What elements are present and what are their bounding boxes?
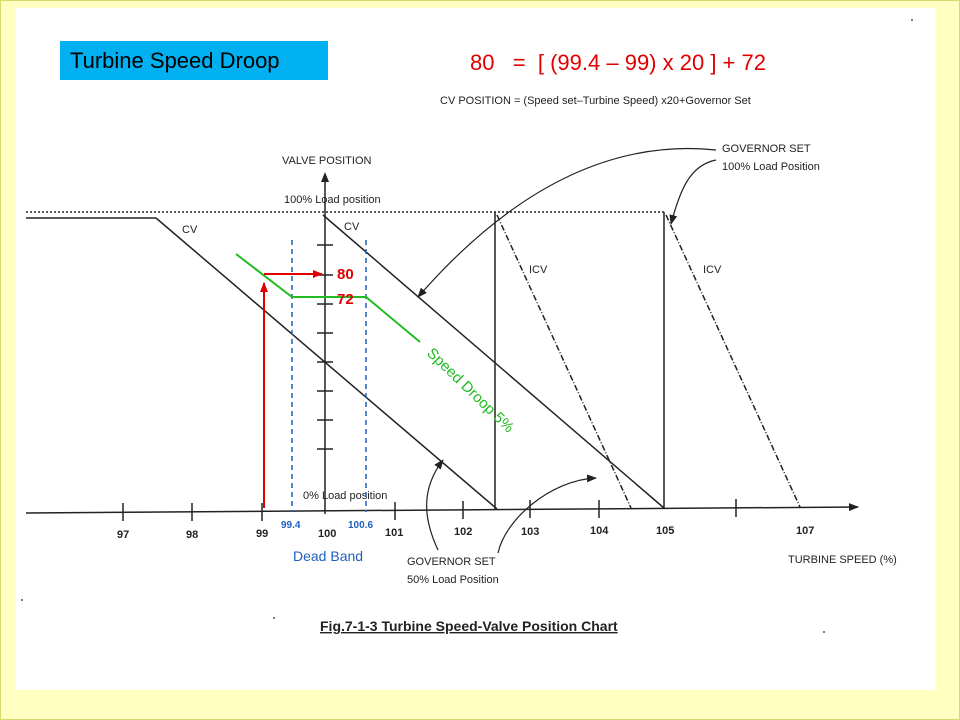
gov-50-pointer-right: [497, 474, 597, 554]
droop-formula: 80 = [ (99.4 – 99) x 20 ] + 72: [470, 50, 766, 75]
x-tick-99: 99: [256, 528, 268, 540]
x-tick-102: 102: [454, 526, 472, 538]
gov-set-100-subtitle: 100% Load Position: [722, 161, 820, 173]
x-tick-107: 107: [796, 525, 814, 537]
icv-left-label: ICV: [529, 264, 548, 276]
gov-set-50-title: GOVERNOR SET: [407, 556, 496, 568]
deadband-label: Dead Band: [293, 548, 363, 564]
value-80-label: 80: [337, 266, 354, 283]
x-tick-100: 100: [318, 528, 336, 540]
icv-left-line: [496, 214, 632, 509]
y-axis-title: VALVE POSITION: [282, 155, 372, 167]
cv-left-label: CV: [182, 224, 198, 236]
slide-title: Turbine Speed Droop: [60, 41, 328, 80]
icv-right-label: ICV: [703, 264, 722, 276]
y-axis-arrow: [321, 172, 329, 182]
x-axis-ticks: [122, 499, 737, 521]
x-axis: [25, 503, 859, 514]
speed-droop-label: Speed Droop 5%: [423, 345, 517, 437]
cv-right-line: [322, 214, 665, 509]
x-tick-103: 103: [521, 526, 539, 538]
cv-right-label: CV: [344, 221, 360, 233]
load-0-label: 0% Load position: [303, 490, 387, 502]
x-axis-title: TURBINE SPEED (%): [788, 554, 897, 566]
x-tick-101: 101: [385, 527, 403, 539]
value-72-label: 72: [337, 291, 354, 308]
speed-droop-line: [235, 253, 421, 343]
x-tick-97: 97: [117, 529, 129, 541]
gov-set-100-title: GOVERNOR SET: [722, 143, 811, 155]
cv-equation: CV POSITION = (Speed set–Turbine Speed) …: [440, 95, 751, 107]
x-tick-104: 104: [590, 525, 609, 537]
x-tick-98: 98: [186, 529, 198, 541]
icv-right-line: [665, 214, 801, 508]
figure-caption: Fig.7-1-3 Turbine Speed-Valve Position C…: [320, 618, 618, 634]
x-tick-labels: 97 98 99 100 101 102 103 104 105 107: [117, 525, 814, 541]
scan-specks: [21, 19, 913, 633]
gov-50-pointer-left: [426, 459, 444, 551]
load-100-label: 100% Load position: [284, 194, 381, 206]
gov-set-50-subtitle: 50% Load Position: [407, 574, 499, 586]
gov-100-pointer-icv: [669, 159, 717, 225]
gov-100-pointer-cv: [417, 147, 717, 298]
deadband-low-label: 99.4: [281, 520, 301, 531]
deadband-high-label: 100.6: [348, 520, 373, 531]
x-tick-105: 105: [656, 525, 674, 537]
slide-panel: [16, 8, 936, 690]
